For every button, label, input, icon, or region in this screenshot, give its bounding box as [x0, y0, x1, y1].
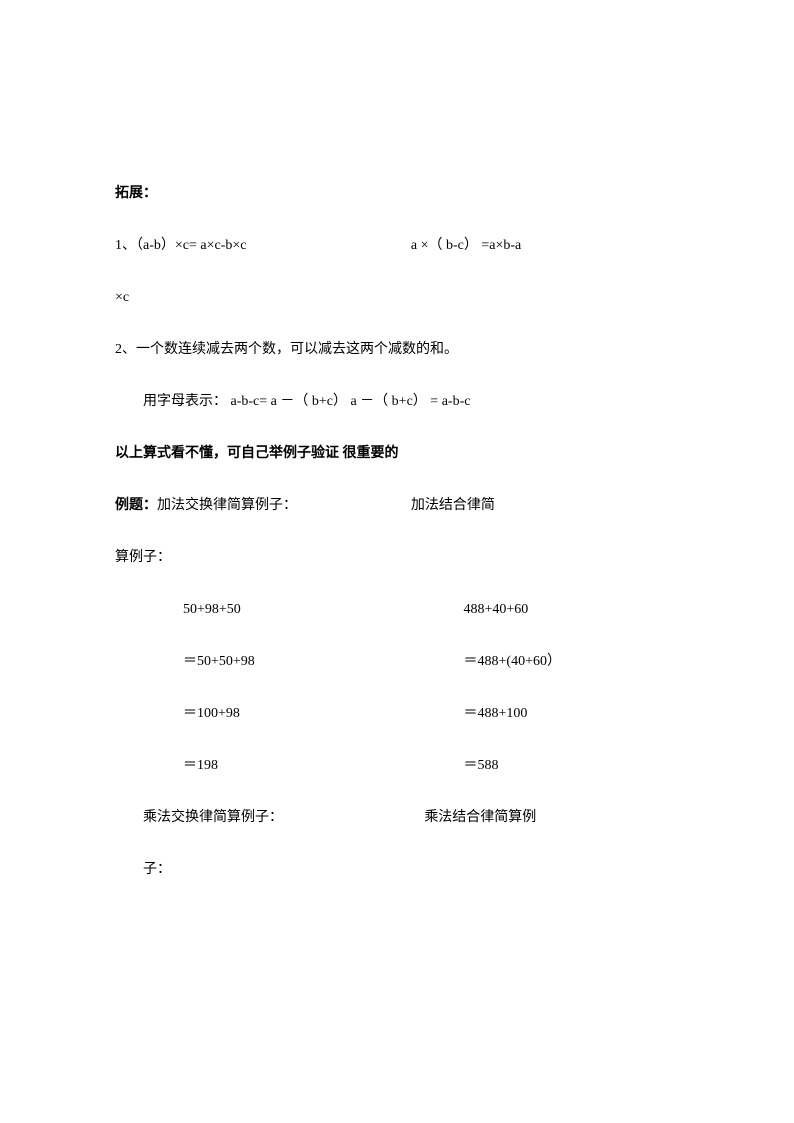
calc-row-2-left: ＝50+50+98: [183, 648, 444, 676]
example-heading-row: 例题：加法交换律简算例子： 加法结合律简: [115, 492, 684, 520]
calc-row-4-right: ＝588: [444, 752, 704, 780]
calc-row-1-right: 488+40+60: [444, 596, 704, 624]
formula-2-letter-form: 用字母表示： a-b-c= a －（ b+c） a －（ b+c） = a-b-…: [115, 388, 684, 416]
formula-item-1: 1、（a-b）×c= a×c-b×c a ×（ b-c） =a×b-a: [115, 232, 684, 260]
calc-row-2-right: ＝488+(40+60）: [444, 648, 704, 676]
example-left-heading: 例题：加法交换律简算例子：: [115, 492, 411, 520]
formula-1-left: 1、（a-b）×c= a×c-b×c: [115, 232, 411, 260]
example-right-title-cont: 算例子：: [115, 544, 684, 572]
calc-row-1-left: 50+98+50: [183, 596, 444, 624]
formula-1-continuation: ×c: [115, 284, 684, 312]
calc-row-3-left: ＝100+98: [183, 700, 444, 728]
mul-left-title: 乘法交换律简算例子：: [143, 804, 424, 832]
example-label: 例题：: [115, 498, 157, 513]
example-left-title: 加法交换律简算例子：: [157, 498, 297, 513]
example-right-title: 加法结合律简: [411, 492, 684, 520]
mul-heading-row: 乘法交换律简算例子： 乘法结合律简算例: [115, 804, 684, 832]
document-page: 拓展： 1、（a-b）×c= a×c-b×c a ×（ b-c） =a×b-a …: [0, 0, 794, 1123]
section-heading: 拓展：: [115, 180, 684, 208]
formula-item-2: 2、一个数连续减去两个数，可以减去这两个减数的和。: [115, 336, 684, 364]
calc-row-2: ＝50+50+98 ＝488+(40+60）: [115, 648, 684, 676]
calc-row-4: ＝198 ＝588: [115, 752, 684, 780]
calc-row-1: 50+98+50 488+40+60: [115, 596, 684, 624]
calc-row-3: ＝100+98 ＝488+100: [115, 700, 684, 728]
formula-1-right: a ×（ b-c） =a×b-a: [411, 232, 684, 260]
mul-right-title-cont: 子：: [115, 856, 684, 884]
calc-row-3-right: ＝488+100: [444, 700, 704, 728]
important-note: 以上算式看不懂，可自己举例子验证 很重要的: [115, 440, 684, 468]
mul-right-title: 乘法结合律简算例: [424, 804, 684, 832]
calc-row-4-left: ＝198: [183, 752, 444, 780]
